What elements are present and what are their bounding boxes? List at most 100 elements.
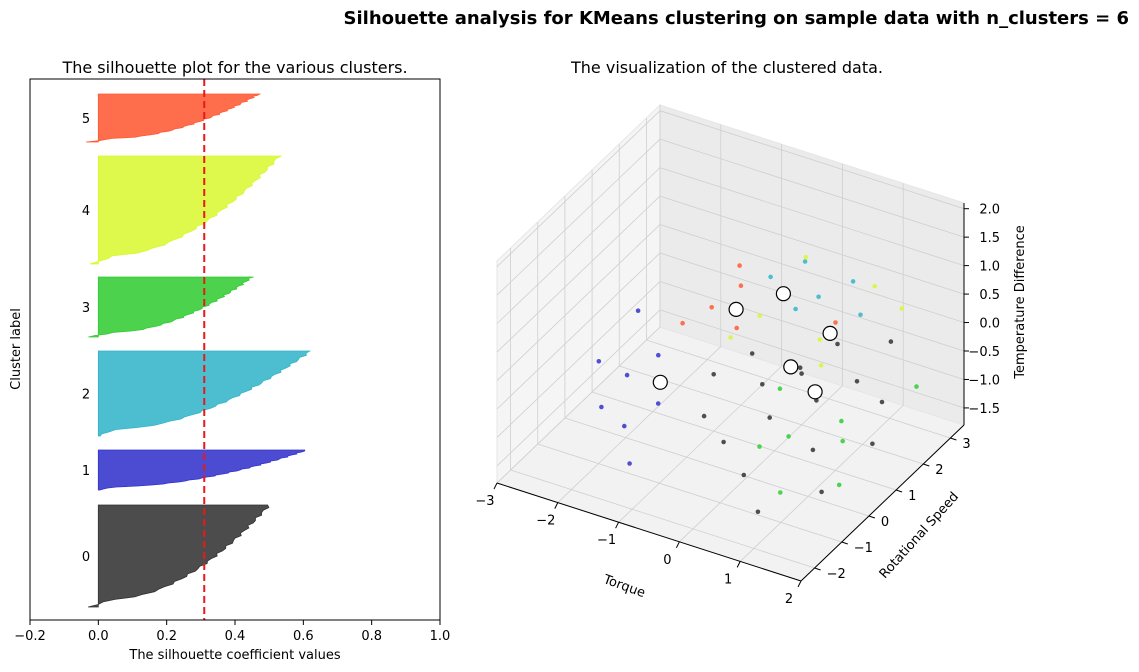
grid-line-z bbox=[496, 309, 661, 467]
torque-tick-mark bbox=[736, 561, 741, 568]
silhouette-plot-title: The silhouette plot for the various clus… bbox=[61, 58, 407, 77]
grid-line-z bbox=[496, 224, 661, 381]
grid-line-x bbox=[557, 346, 722, 503]
grid-line-y bbox=[537, 443, 842, 543]
rotational-speed-tick-mark bbox=[868, 515, 876, 519]
cluster-center-5 bbox=[783, 359, 799, 375]
temperature-difference-axis-label: Temperature Difference bbox=[1013, 225, 1028, 380]
cluster-label-5: 5 bbox=[82, 112, 90, 127]
silhouette-x-ticks: −0.2 0.0 0.2 0.4 0.6 0.8 1.0 bbox=[14, 620, 450, 644]
data-point-cluster-4 bbox=[818, 363, 824, 368]
torque-tick-mark bbox=[615, 521, 620, 529]
data-point-cluster-4 bbox=[803, 254, 809, 260]
grid-line-z bbox=[659, 309, 965, 409]
silhouette-y-axis-label: Cluster label bbox=[9, 308, 24, 390]
grid-line-z bbox=[659, 281, 965, 380]
grid-line-z bbox=[496, 138, 661, 296]
grid-line-z bbox=[496, 167, 661, 324]
data-point-cluster-0 bbox=[741, 472, 747, 478]
rotational-speed-tick-label: 2 bbox=[935, 463, 943, 478]
silhouette-x-tick-label: −0.2 bbox=[14, 629, 46, 644]
temperature-tick-label: 0.0 bbox=[979, 317, 1000, 332]
cluster-center-2 bbox=[822, 325, 838, 341]
cluster-label-0: 0 bbox=[82, 550, 90, 565]
3d-ticks: −3 −2 −1 0 1 2 −2 −1 0 1 2 3 −1.5 −1.0 −0.5 0.0 0.5 1.0 1.… bbox=[475, 203, 1000, 607]
cluster-label-2: 2 bbox=[82, 388, 90, 403]
grid-line-x bbox=[618, 365, 782, 523]
cluster-center-4 bbox=[652, 374, 668, 390]
data-point-cluster-3 bbox=[777, 386, 783, 392]
temperature-tick-label: 1.0 bbox=[979, 260, 1000, 275]
silhouette-cluster-0 bbox=[88, 504, 270, 608]
torque-axis-line bbox=[496, 482, 802, 582]
data-point-cluster-0 bbox=[810, 447, 816, 453]
data-point-cluster-0 bbox=[721, 439, 726, 445]
grid-line-x bbox=[496, 326, 661, 484]
data-point-cluster-2 bbox=[850, 279, 856, 284]
data-point-cluster-3 bbox=[840, 438, 845, 444]
grid-line-y bbox=[564, 417, 870, 517]
silhouette-x-tick-label: 0.0 bbox=[88, 629, 109, 644]
data-point-cluster-1 bbox=[656, 352, 661, 358]
rotational-speed-axis-label: Rotational Speed bbox=[877, 489, 962, 581]
silhouette-x-tick-label: 0.8 bbox=[361, 629, 382, 644]
torque-tick-mark bbox=[797, 580, 802, 588]
grid-line-x bbox=[679, 385, 843, 543]
cluster-center-3 bbox=[807, 384, 823, 400]
3d-panes bbox=[496, 103, 965, 582]
figure-title: Silhouette analysis for KMeans clusterin… bbox=[343, 8, 1129, 29]
torque-tick-label: −2 bbox=[536, 514, 555, 529]
grid-line-z bbox=[659, 110, 965, 210]
silhouette-x-axis-label: The silhouette coefficient values bbox=[128, 648, 340, 663]
data-point-cluster-0 bbox=[749, 351, 755, 356]
data-point-cluster-0 bbox=[819, 489, 824, 495]
cluster-label-1: 1 bbox=[82, 464, 90, 479]
data-point-cluster-1 bbox=[635, 308, 641, 314]
data-point-cluster-5 bbox=[737, 263, 742, 268]
data-point-cluster-0 bbox=[888, 339, 894, 344]
silhouette-x-tick-label: 0.6 bbox=[293, 629, 314, 644]
torque-tick-mark bbox=[554, 502, 559, 509]
data-point-cluster-0 bbox=[701, 413, 707, 419]
data-point-cluster-3 bbox=[786, 434, 791, 439]
rotational-speed-tick-label: 0 bbox=[881, 515, 889, 530]
3d-cluster-centers bbox=[652, 286, 838, 400]
rotational-speed-axis-line bbox=[800, 424, 965, 582]
grid-line-z bbox=[659, 195, 965, 295]
torque-tick-label: 0 bbox=[663, 553, 671, 568]
grid-line-y bbox=[510, 469, 815, 569]
data-point-cluster-4 bbox=[817, 337, 823, 342]
data-point-cluster-3 bbox=[778, 490, 783, 495]
grid-line-z bbox=[659, 252, 965, 352]
data-point-cluster-3 bbox=[757, 444, 762, 449]
data-point-cluster-2 bbox=[858, 312, 863, 318]
rotational-speed-tick-label: 3 bbox=[962, 437, 970, 452]
data-point-cluster-3 bbox=[914, 384, 919, 389]
data-point-cluster-0 bbox=[755, 509, 761, 515]
data-point-cluster-5 bbox=[833, 320, 838, 325]
torque-tick-label: 1 bbox=[724, 572, 732, 587]
data-point-cluster-3 bbox=[836, 482, 842, 488]
silhouette-x-tick-label: 0.2 bbox=[156, 629, 177, 644]
temperature-tick-label: −1.0 bbox=[968, 373, 1000, 388]
rotational-speed-tick-mark bbox=[841, 541, 848, 545]
silhouette-plot: The silhouette plot for the various clus… bbox=[9, 58, 450, 663]
grid-line-x bbox=[739, 405, 904, 562]
silhouette-cluster-3 bbox=[88, 276, 254, 338]
3d-grid bbox=[496, 105, 965, 582]
temperature-tick-label: −0.5 bbox=[968, 345, 1000, 360]
grid-line-z bbox=[659, 167, 965, 266]
data-point-cluster-0 bbox=[870, 441, 875, 447]
data-point-cluster-2 bbox=[768, 274, 773, 280]
data-point-cluster-1 bbox=[655, 401, 661, 406]
grid-line-z bbox=[496, 195, 661, 353]
data-point-cluster-2 bbox=[793, 306, 798, 312]
temperature-tick-label: −1.5 bbox=[968, 402, 1000, 417]
silhouette-cluster-labels: 0 1 2 3 4 5 bbox=[82, 112, 90, 565]
data-point-cluster-1 bbox=[622, 423, 627, 429]
data-point-cluster-3 bbox=[839, 418, 844, 424]
torque-tick-label: 2 bbox=[785, 592, 793, 607]
3d-plot-title: The visualization of the clustered data. bbox=[570, 58, 883, 77]
data-point-cluster-0 bbox=[854, 379, 860, 384]
